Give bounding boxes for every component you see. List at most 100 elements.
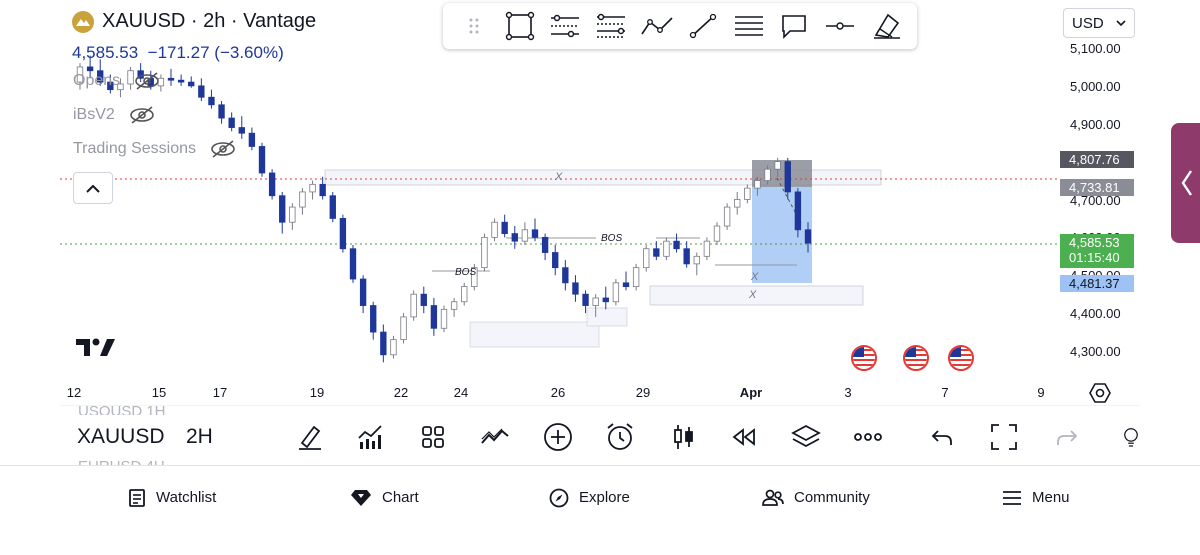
candle-body — [734, 199, 741, 208]
interval-picker[interactable]: 2H — [186, 425, 213, 448]
parallel-channel-icon[interactable] — [543, 3, 589, 49]
candle-body — [744, 187, 751, 200]
candle-body — [380, 331, 387, 356]
us-event-flag-icon[interactable] — [903, 345, 929, 371]
candle-body — [643, 248, 650, 269]
last-price-value: 4,585.53 — [1069, 235, 1120, 250]
indicators-icon[interactable] — [354, 420, 388, 454]
us-event-flag-icon[interactable] — [851, 345, 877, 371]
draw-brush-icon[interactable] — [293, 420, 327, 454]
candle-body — [491, 221, 498, 238]
horizontal-ray-icon[interactable] — [817, 3, 863, 49]
annotation-labels: BOS BOS X X X — [455, 171, 759, 301]
candle-body — [410, 293, 417, 318]
candle-body — [76, 66, 84, 83]
more-icon[interactable] — [851, 420, 885, 454]
symbol-title[interactable]: XAUUSD · 2h · Vantage — [102, 10, 317, 32]
us-event-flag-icon[interactable] — [948, 345, 974, 371]
vantage-logo-icon — [72, 10, 94, 33]
candle-body — [137, 70, 144, 79]
path-icon[interactable] — [634, 3, 680, 49]
replay-icon[interactable] — [727, 420, 761, 454]
horizontal-lines-icon[interactable] — [726, 3, 772, 49]
candle-body — [552, 252, 559, 269]
nav-community[interactable]: Community — [762, 475, 870, 520]
candle-body — [188, 81, 195, 87]
demand-zone-box[interactable] — [469, 321, 600, 348]
candle-body — [238, 127, 245, 134]
chart-diamond-icon — [351, 489, 371, 506]
eye-off-icon[interactable] — [134, 72, 160, 90]
ghost-symbol-below: EURUSD 4H — [78, 458, 165, 466]
indicator-label: Trading Sessions — [73, 140, 197, 157]
resistance-zone-box[interactable] — [324, 169, 882, 186]
callout-icon[interactable] — [772, 3, 818, 49]
demand-zone-box-2[interactable] — [586, 307, 628, 327]
eye-off-icon[interactable] — [129, 106, 155, 124]
indicator-ibsv2[interactable]: iBsV2 — [73, 106, 155, 124]
nav-watchlist[interactable]: Watchlist — [128, 475, 216, 520]
time-axis-label: 17 — [212, 385, 228, 400]
indicator-opens[interactable]: Opens — [73, 72, 160, 90]
drag-handle-icon[interactable] — [451, 3, 497, 49]
drawing-toolbar[interactable] — [443, 3, 917, 49]
symbol-picker[interactable]: XAUUSD — [77, 425, 165, 448]
candle-body — [198, 85, 205, 98]
chart-settings-icon[interactable] — [1089, 382, 1111, 409]
price-axis-label: 5,100.00 — [1070, 41, 1121, 56]
compare-icon[interactable] — [478, 420, 512, 454]
indicator-label: Opens — [73, 72, 121, 89]
candles-icon[interactable] — [667, 420, 701, 454]
redo-icon[interactable] — [1050, 420, 1084, 454]
chevron-down-icon — [1116, 19, 1126, 26]
nav-chart[interactable]: Chart — [350, 475, 419, 520]
candle-body — [258, 146, 266, 174]
candle-body — [268, 172, 276, 197]
x-label-3: X — [748, 289, 757, 301]
currency-select[interactable]: USD — [1063, 8, 1135, 38]
current-price: 4,585.53 — [72, 43, 139, 62]
layers-icon[interactable] — [789, 420, 823, 454]
stop-loss-zone[interactable] — [752, 160, 812, 187]
candle-body — [319, 183, 326, 197]
candle-body — [440, 308, 448, 329]
fullscreen-icon[interactable] — [987, 420, 1021, 454]
price-axis-label: 4,700.00 — [1070, 193, 1121, 208]
time-axis-label: 19 — [309, 385, 325, 400]
candle-body — [218, 104, 225, 119]
low-price-tag: 4,481.37 — [1060, 275, 1134, 292]
price-chart[interactable]: BOS BOS X X X — [60, 0, 1140, 405]
eraser-icon[interactable] — [863, 3, 909, 49]
candle-body — [127, 70, 134, 85]
watchlist-icon — [129, 488, 145, 507]
alarm-icon[interactable] — [603, 420, 637, 454]
take-profit-zone[interactable] — [752, 187, 812, 283]
side-panel-handle[interactable] — [1171, 123, 1200, 243]
bos-label-1: BOS — [455, 267, 476, 278]
candle-body — [208, 96, 215, 106]
nav-label: Explore — [579, 489, 630, 506]
candle-body — [349, 248, 357, 280]
time-axis-label: 7 — [941, 385, 949, 400]
candle-body — [703, 240, 711, 257]
fib-retracement-icon[interactable] — [588, 3, 634, 49]
support-zone-box[interactable] — [649, 285, 864, 306]
trend-line-icon[interactable] — [680, 3, 726, 49]
indicator-trading-sessions[interactable]: Trading Sessions — [73, 140, 236, 158]
time-axis-label: 15 — [151, 385, 167, 400]
bar-countdown: 01:15:40 — [1069, 250, 1120, 265]
chart-pane[interactable]: BOS BOS X X X — [60, 0, 1140, 405]
eye-off-icon[interactable] — [210, 140, 236, 158]
grid-layout-icon[interactable] — [416, 420, 450, 454]
community-icon — [762, 489, 784, 506]
add-icon[interactable] — [541, 420, 575, 454]
candle-body — [521, 229, 529, 242]
symbol-header[interactable]: XAUUSD · 2h · Vantage — [72, 10, 316, 33]
idea-icon[interactable] — [1122, 420, 1140, 454]
undo-icon[interactable] — [925, 420, 959, 454]
nav-menu[interactable]: Menu — [1002, 475, 1070, 520]
rectangle-icon[interactable] — [497, 3, 543, 49]
collapse-indicators-button[interactable] — [73, 172, 113, 204]
nav-explore[interactable]: Explore — [549, 475, 630, 520]
